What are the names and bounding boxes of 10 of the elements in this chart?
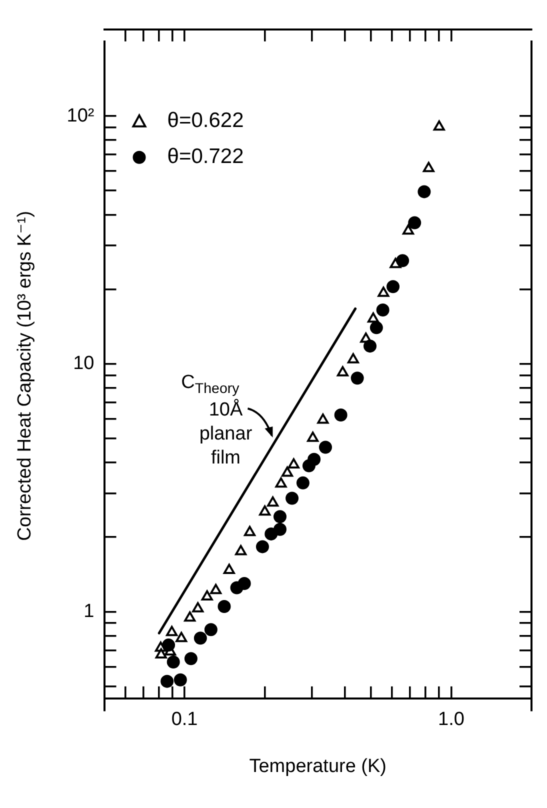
x-axis-title: Temperature (K) [249,756,387,777]
y-axis-title: Corrected Heat Capacity (10³ ergs K⁻¹) [14,210,36,541]
y-tick-label: 10² [66,105,94,126]
x-tick-label: 1.0 [438,709,464,730]
x-tick-label: 0.1 [171,709,198,730]
legend-label: θ=0.622 [167,109,244,132]
y-tick-label: 1 [84,600,94,622]
annotation: 10Å planar film [199,398,253,469]
y-tick-label: 10 [73,353,94,374]
legend-label: θ=0.722 [167,145,244,168]
